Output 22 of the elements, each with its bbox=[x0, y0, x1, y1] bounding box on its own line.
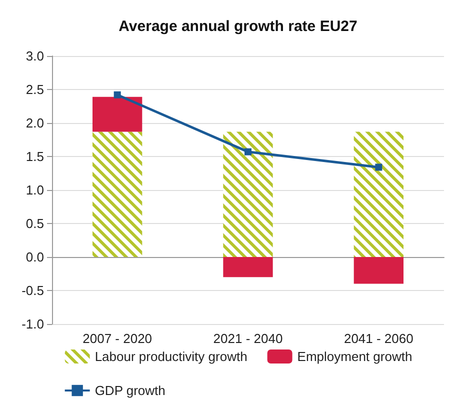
y-tick-label: 1.5 bbox=[26, 149, 44, 164]
chart-title: Average annual growth rate EU27 bbox=[118, 18, 358, 35]
legend-label: Labour productivity growth bbox=[94, 349, 248, 364]
x-tick-label: 2021 - 2040 bbox=[213, 331, 283, 346]
point bbox=[114, 91, 121, 98]
bar bbox=[223, 257, 273, 278]
y-tick-label: -0.5 bbox=[22, 283, 44, 298]
y-tick-label: 3.0 bbox=[26, 48, 44, 64]
x-tick-label: 2007 - 2020 bbox=[82, 331, 152, 346]
y-tick-label: 2.5 bbox=[26, 82, 44, 97]
y-tick-label: 1.0 bbox=[26, 182, 44, 198]
y-tick-label: 2.0 bbox=[26, 116, 44, 130]
bar bbox=[354, 257, 404, 284]
point bbox=[375, 164, 382, 171]
y-tick-label: 0.0 bbox=[26, 250, 44, 264]
x-tick-label: 2041 - 2060 bbox=[344, 331, 414, 346]
legend-label: Employment growth bbox=[297, 349, 412, 364]
y-tick-label: 0.5 bbox=[26, 216, 44, 231]
bar bbox=[92, 96, 142, 132]
point bbox=[244, 148, 252, 156]
legend-label: GDP growth bbox=[94, 383, 166, 398]
y-tick-label: -1.0 bbox=[22, 316, 44, 332]
